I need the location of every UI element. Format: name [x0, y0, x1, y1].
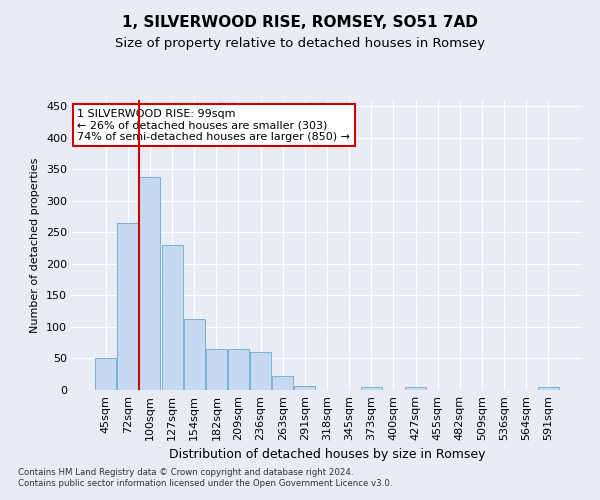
Bar: [405, 388, 426, 390]
Bar: [118, 223, 139, 390]
Bar: [95, 358, 116, 390]
Bar: [538, 388, 559, 390]
Text: 1, SILVERWOOD RISE, ROMSEY, SO51 7AD: 1, SILVERWOOD RISE, ROMSEY, SO51 7AD: [122, 15, 478, 30]
Bar: [295, 386, 316, 390]
Bar: [272, 376, 293, 390]
Bar: [250, 352, 271, 390]
Bar: [161, 245, 182, 390]
X-axis label: Distribution of detached houses by size in Romsey: Distribution of detached houses by size …: [169, 448, 485, 462]
Bar: [184, 319, 205, 390]
Bar: [206, 349, 227, 390]
Text: Contains HM Land Registry data © Crown copyright and database right 2024.
Contai: Contains HM Land Registry data © Crown c…: [18, 468, 392, 487]
Bar: [361, 388, 382, 390]
Text: 1 SILVERWOOD RISE: 99sqm
← 26% of detached houses are smaller (303)
74% of semi-: 1 SILVERWOOD RISE: 99sqm ← 26% of detach…: [77, 108, 350, 142]
Bar: [139, 177, 160, 390]
Y-axis label: Number of detached properties: Number of detached properties: [31, 158, 40, 332]
Bar: [228, 349, 249, 390]
Text: Size of property relative to detached houses in Romsey: Size of property relative to detached ho…: [115, 38, 485, 51]
